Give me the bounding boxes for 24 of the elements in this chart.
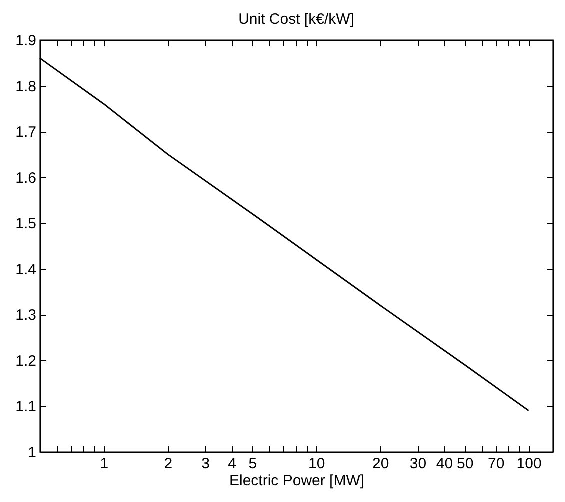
y-tick-label: 1.9 <box>16 32 36 50</box>
x-tick-label: 70 <box>488 456 505 472</box>
y-tick-label: 1.2 <box>16 352 36 370</box>
x-tick-label: 5 <box>248 456 258 472</box>
x-tick-label: 10 <box>308 456 326 472</box>
x-tick-label: 3 <box>202 456 210 472</box>
y-tick-label: 1.5 <box>16 216 36 233</box>
chart-title: Unit Cost [k€/kW] <box>238 11 354 28</box>
x-tick-label: 4 <box>228 456 237 472</box>
y-tick-label: 1.4 <box>16 261 36 278</box>
x-tick-label: 30 <box>410 456 427 472</box>
x-tick-label: 20 <box>372 456 390 472</box>
y-tick-label: 1.3 <box>16 307 36 324</box>
y-tick-label: 1.7 <box>16 124 36 142</box>
x-tick-label: 50 <box>457 456 474 472</box>
x-tick-label: 1 <box>100 456 109 472</box>
y-tick-label: 1.6 <box>16 170 36 187</box>
y-tick-label: 1 <box>28 444 36 462</box>
y-tick-label: 1.8 <box>16 78 36 96</box>
x-tick-label: 40 <box>436 456 454 472</box>
x-axis-title: Electric Power [MW] <box>229 472 365 490</box>
x-tick-label: 100 <box>516 456 542 472</box>
x-tick-label: 2 <box>164 456 173 472</box>
y-tick-label: 1.1 <box>16 398 36 416</box>
